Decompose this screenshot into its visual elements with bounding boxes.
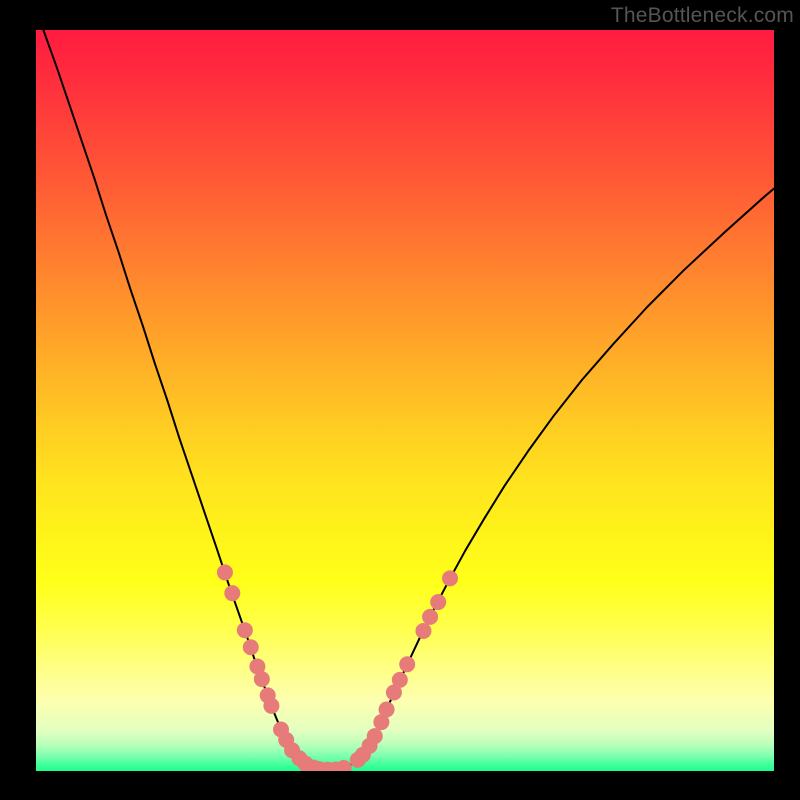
chart-svg: [36, 30, 774, 771]
data-point: [400, 657, 415, 672]
data-point: [367, 729, 382, 744]
data-point: [217, 565, 232, 580]
data-point: [416, 623, 431, 638]
data-point: [379, 702, 394, 717]
data-point: [443, 571, 458, 586]
data-point: [237, 623, 252, 638]
watermark-text: TheBottleneck.com: [611, 4, 794, 28]
data-point: [225, 586, 240, 601]
data-point: [423, 609, 438, 624]
chart-plot-area: [36, 30, 774, 771]
data-point: [254, 672, 269, 687]
data-point: [392, 672, 407, 687]
data-point: [243, 640, 258, 655]
data-point: [336, 761, 351, 771]
data-point: [431, 595, 446, 610]
data-point: [264, 698, 279, 713]
